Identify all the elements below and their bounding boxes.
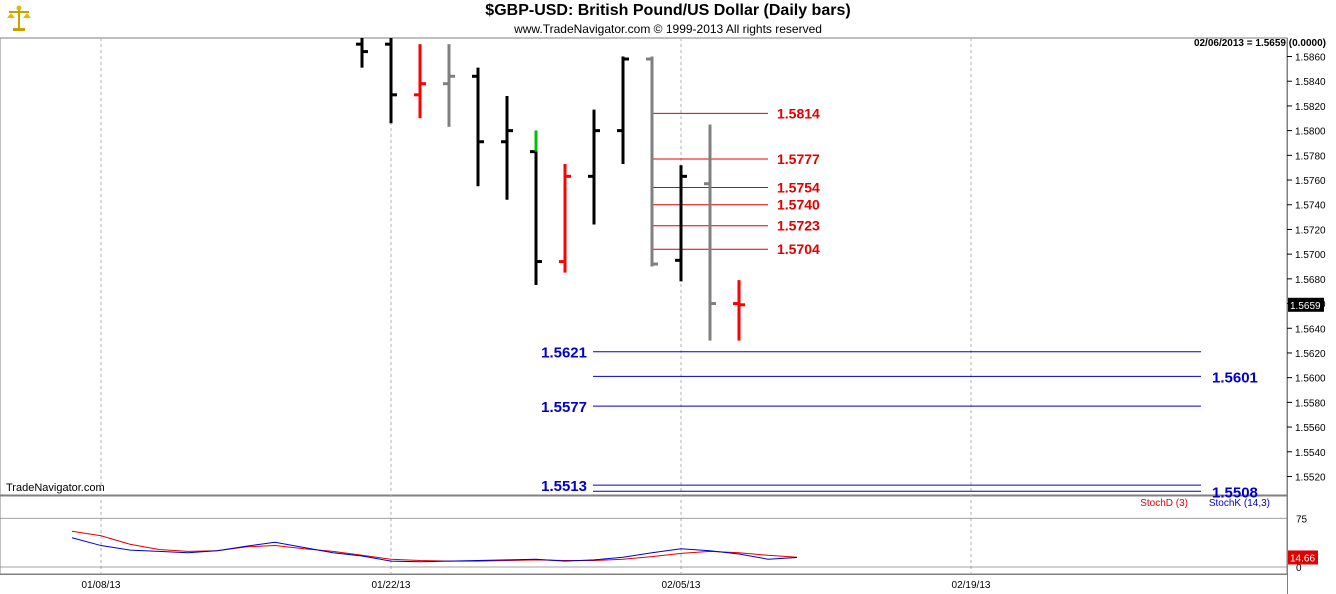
- price-tick-label: 1.5560: [1295, 423, 1326, 434]
- ohlc-bar: [588, 109, 600, 225]
- stoch-d-line: [71, 530, 798, 562]
- resistance-label: 1.5704: [777, 241, 820, 257]
- stoch-value-badge: [1288, 550, 1318, 565]
- date-tick-label: 02/05/13: [662, 580, 701, 591]
- support-label: 1.5508: [1212, 484, 1258, 501]
- ohlc-bar: [733, 280, 745, 341]
- price-tick-label: 1.5780: [1295, 151, 1326, 162]
- ohlc-bar: [414, 44, 426, 119]
- price-tick-label: 1.5520: [1295, 472, 1326, 483]
- support-label: 1.5513: [541, 478, 587, 495]
- last-price-badge: [1288, 297, 1324, 312]
- resistance-label: 1.5814: [777, 105, 820, 121]
- stoch-value-label: 14.66: [1290, 553, 1315, 564]
- price-tick-label: 1.5740: [1295, 201, 1326, 212]
- price-tick-label: 1.5840: [1295, 77, 1326, 88]
- support-label: 1.5577: [541, 399, 587, 416]
- support-label: 1.5601: [1212, 369, 1258, 386]
- watermark-label: TradeNavigator.com: [6, 482, 105, 494]
- date-tick-label: 02/19/13: [952, 580, 991, 591]
- stochastic-lines: [71, 530, 798, 563]
- legend-stoch-d: StochD (3): [1140, 498, 1188, 509]
- scales-icon: [4, 4, 34, 39]
- price-tick-label: 1.5640: [1295, 324, 1326, 335]
- ohlc-bar: [443, 44, 455, 127]
- stoch-tick-label: 75: [1296, 514, 1308, 525]
- grid: [0, 38, 1287, 574]
- status-readout: 02/06/2013 = 1.5659 (0.0000): [1194, 38, 1326, 49]
- date-tick-label: 01/22/13: [372, 580, 411, 591]
- stochastic-panel-frame: [0, 495, 1288, 575]
- legend-stoch-k: StochK (14,3): [1209, 498, 1270, 509]
- price-tick-label: 1.5720: [1295, 225, 1326, 236]
- resistance-label: 1.5740: [777, 197, 820, 213]
- date-tick-label: 01/08/13: [82, 580, 121, 591]
- ohlc-bar: [704, 124, 716, 341]
- ohlc-bar: [617, 56, 629, 164]
- price-tick-label: 1.5860: [1295, 53, 1326, 64]
- axes: 01/08/13 01/22/13 02/05/13 02/19/13 1.5520 1.…: [82, 53, 1326, 591]
- ohlc-bar: [675, 165, 687, 282]
- level-lines: 1.5814 1.5777 1.5754 1.5740 1.5723 1.5704 1.56…: [541, 105, 1258, 501]
- ohlc-bar: [472, 67, 484, 187]
- price-tick-label: 1.5700: [1295, 250, 1326, 261]
- ohlc-bar: [559, 163, 571, 273]
- price-tick-label: 1.5540: [1295, 448, 1326, 459]
- price-panel-frame: [0, 37, 1288, 496]
- resistance-label: 1.5723: [777, 218, 820, 234]
- ohlc-bar: [356, 38, 368, 68]
- price-tick-label: 1.5600: [1295, 374, 1326, 385]
- ohlc-bar: [530, 130, 542, 286]
- ohlc-bar: [385, 38, 397, 124]
- price-tick-label: 1.5680: [1295, 275, 1326, 286]
- chart-title: $GBP-USD: British Pound/US Dollar (Daily…: [485, 2, 851, 19]
- ohlc-bars: [356, 38, 745, 341]
- price-tick-label: 1.5800: [1295, 127, 1326, 138]
- ohlc-bar: [646, 56, 658, 267]
- resistance-label: 1.5777: [777, 151, 820, 167]
- support-label: 1.5621: [541, 345, 587, 362]
- resistance-label: 1.5754: [777, 179, 820, 195]
- price-tick-label: 1.5760: [1295, 176, 1326, 187]
- chart-header: $GBP-USD: British Pound/US Dollar (Daily…: [0, 0, 1336, 38]
- price-tick-label: 1.5620: [1295, 349, 1326, 360]
- price-tick-label: 1.5820: [1295, 102, 1326, 113]
- stoch-tick-label: 0: [1296, 563, 1302, 574]
- price-tick-label: 1.5580: [1295, 398, 1326, 409]
- stoch-k-line: [71, 537, 798, 563]
- copyright-notice: www.TradeNavigator.com © 1999-2013 All r…: [514, 22, 822, 36]
- last-price-label: 1.5659: [1290, 301, 1321, 312]
- ohlc-bar: [501, 96, 513, 200]
